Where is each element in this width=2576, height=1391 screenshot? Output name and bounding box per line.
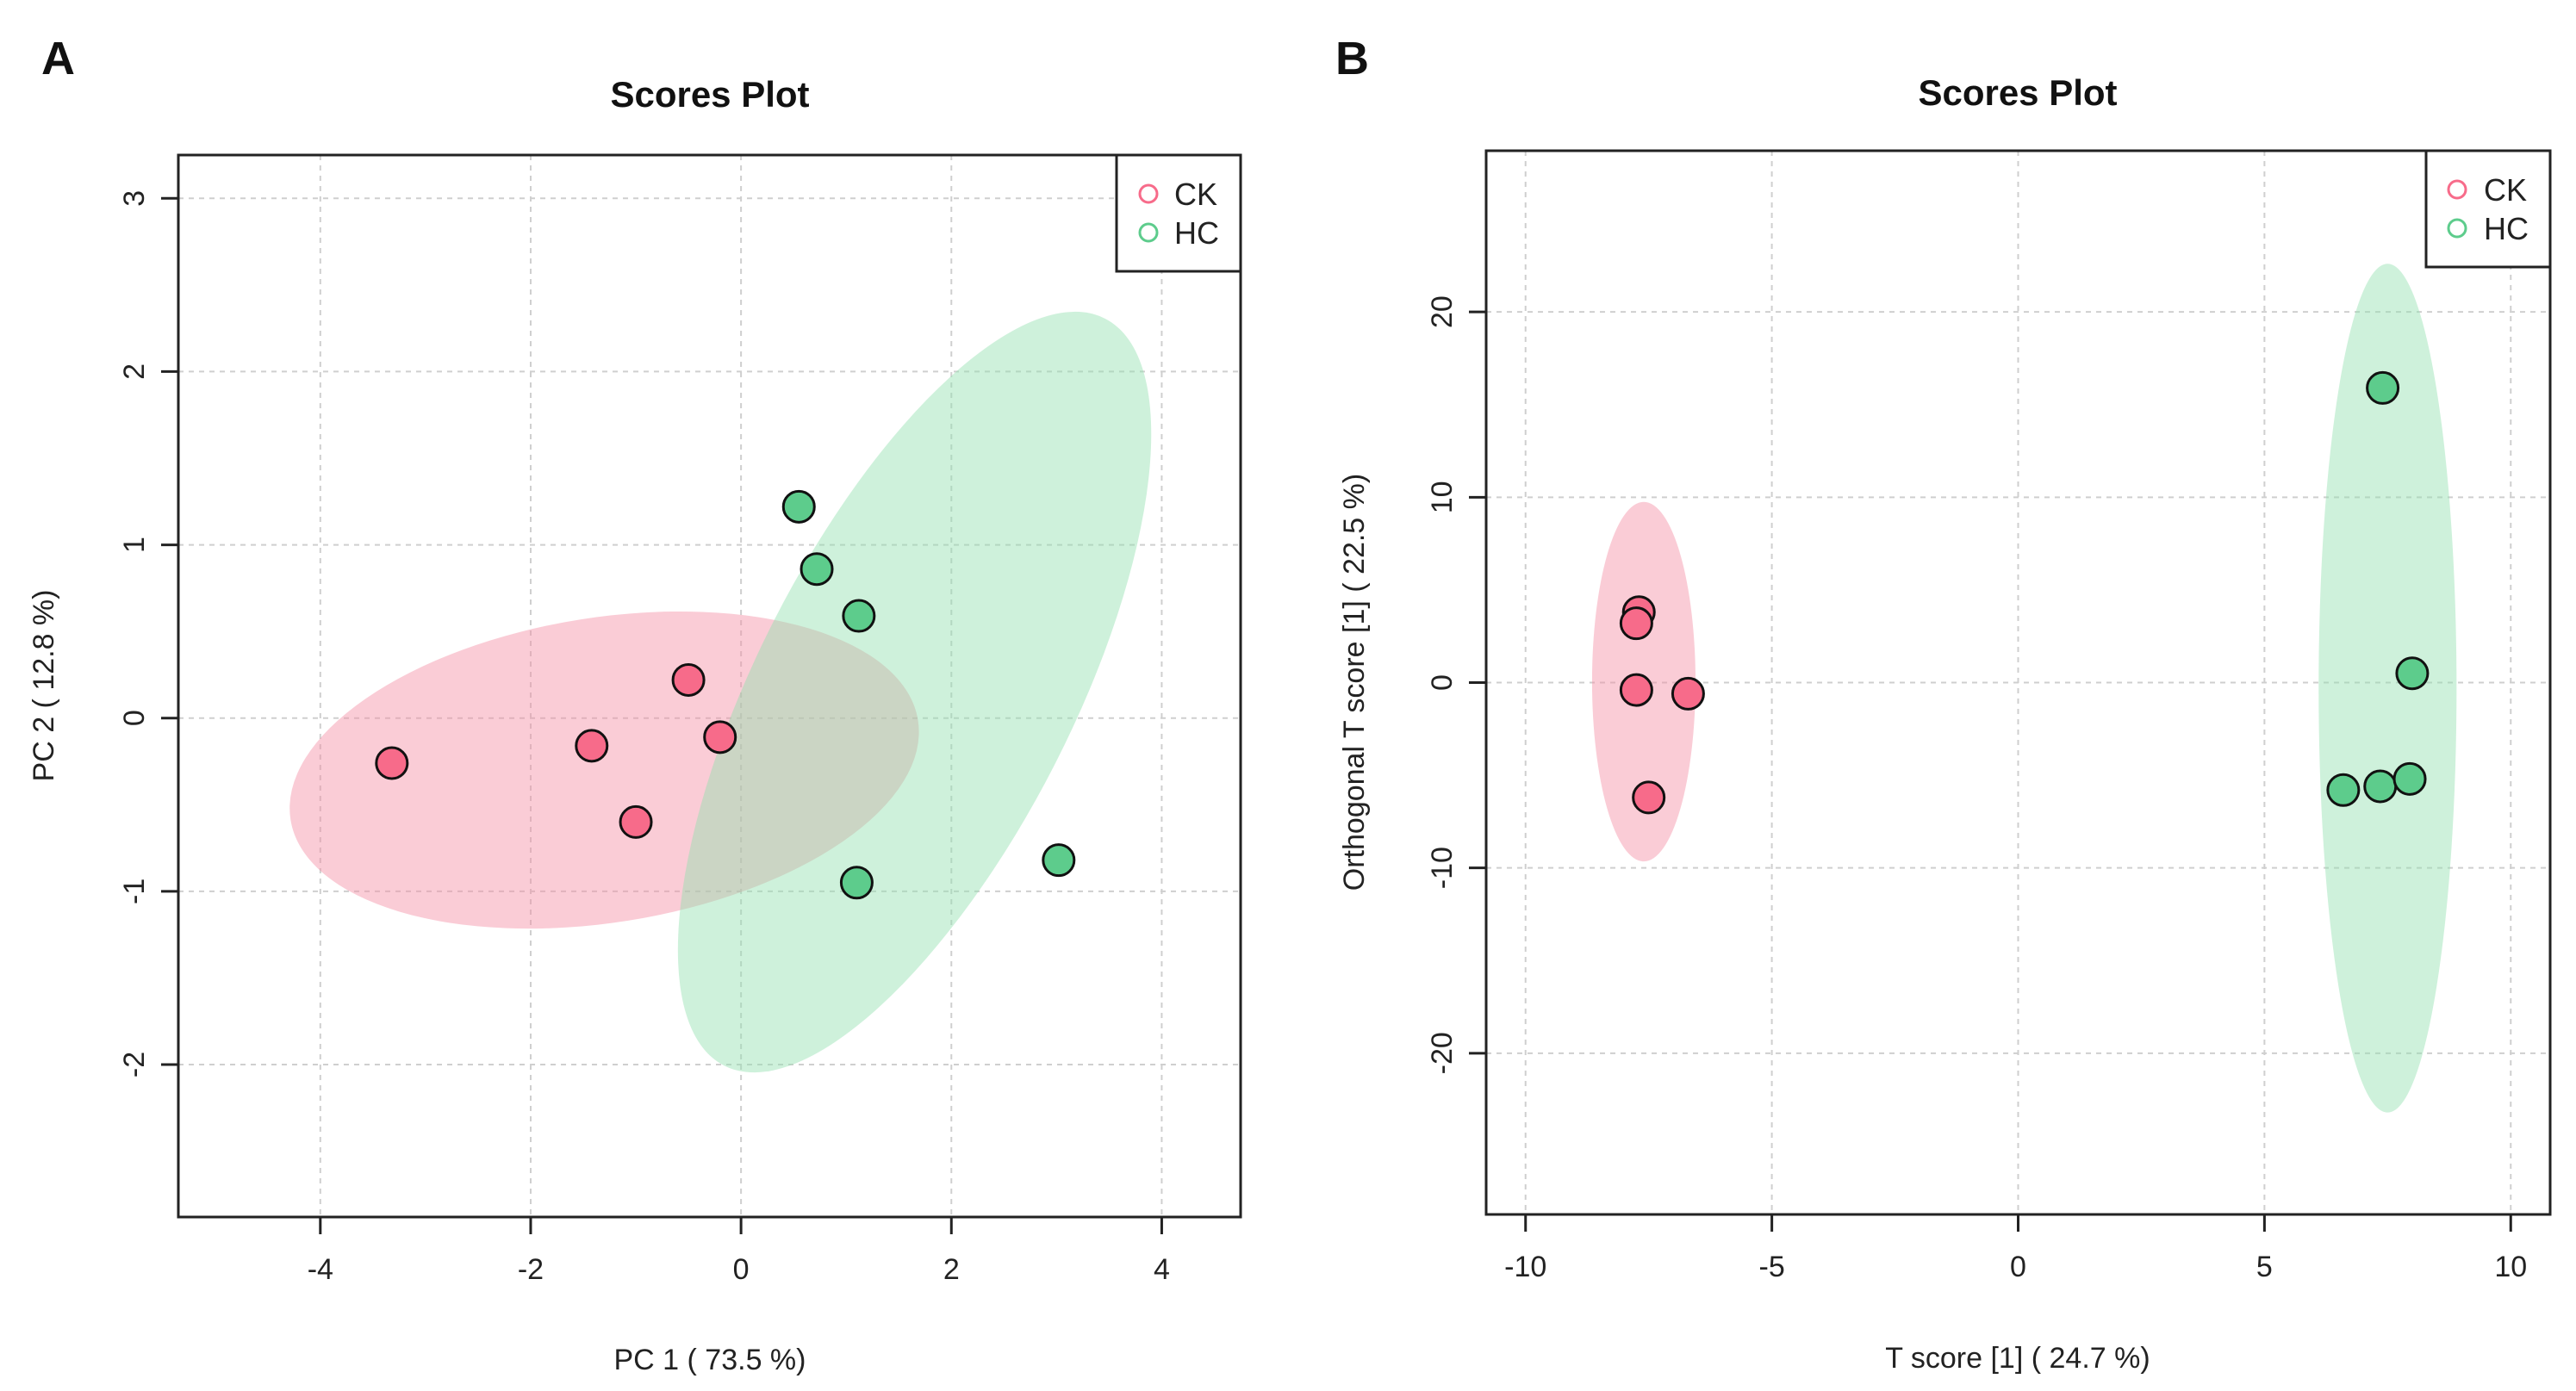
panel-a-x-tick-label: 2	[943, 1253, 960, 1286]
panel-b-legend-ck-label: CK	[2484, 172, 2527, 208]
panel-a-point-ck	[671, 662, 706, 697]
panel-b-x-tick-label: -5	[1759, 1251, 1785, 1283]
panel-a-point-ck	[619, 804, 653, 839]
panel-a-legend-box	[1115, 153, 1242, 273]
panel-a-y-tick-label: 2	[118, 363, 151, 380]
panel-b-legend-hc-label: HC	[2484, 211, 2529, 246]
panel-a-legend-hc-label: HC	[1174, 215, 1219, 251]
panel-b-point-hc	[2366, 370, 2400, 405]
panel-b-point-ck	[1619, 673, 1653, 707]
panel-b-legend: CK HC	[2424, 149, 2552, 269]
panel-a-y-tick-label: 1	[118, 537, 151, 553]
panel-b-x-tick-label: 5	[2256, 1251, 2273, 1283]
panel-a-point-ck	[703, 720, 737, 754]
panel-b-y-tick-label: 20	[1426, 295, 1459, 328]
panel-b-point-hc	[2392, 761, 2427, 796]
panel-b-point-hc	[2395, 656, 2430, 691]
panel-a-y-tick-label: -2	[118, 1052, 151, 1077]
panel-b-y-axis-label: Orthogonal T score [1] ( 22.5 %)	[1338, 474, 1371, 891]
panel-b-title: Scores Plot	[1918, 72, 2117, 113]
panel-a-grid	[178, 155, 1241, 1217]
panel-a-point-hc	[781, 489, 816, 524]
panel-a-point-ck	[375, 746, 409, 780]
panel-a-point-hc	[1042, 843, 1076, 878]
panel-b-x-axis-label: T score [1] ( 24.7 %)	[1885, 1342, 2150, 1375]
panel-b-grid	[1486, 151, 2550, 1214]
panel-b-point-ck	[1619, 606, 1653, 641]
panel-b-x-tick-label: 0	[2010, 1251, 2026, 1283]
panel-b-x-tick-label: 10	[2494, 1251, 2527, 1283]
panel-b-ellipse-hc	[2318, 264, 2457, 1113]
panel-b-legend-hc-marker	[2447, 218, 2467, 239]
panel-a-y-axis-label: PC 2 ( 12.8 %)	[28, 590, 60, 782]
panel-b-point-ck	[1671, 676, 1705, 711]
panel-b-legend-box	[2424, 149, 2552, 269]
panel-letter-a: A	[41, 33, 75, 84]
panel-a: A Scores Plot -4 -2 0 2 4 3 2 1 0 -1 -2 PC 1 ( 73.…	[28, 33, 1242, 1376]
panel-a-points	[375, 489, 1076, 900]
panel-a-x-tick-label: 0	[733, 1253, 750, 1286]
panel-a-x-tick-label: -2	[518, 1253, 544, 1286]
panel-b-y-tick-label: -10	[1426, 847, 1459, 889]
panel-b: B Scores Plot -10 -5 0 5 10 20 10 0 -10 -20 T sco…	[1335, 33, 2552, 1375]
panel-a-y-tick-label: 3	[118, 190, 151, 207]
panel-a-legend: CK HC	[1115, 153, 1242, 273]
panel-b-point-hc	[2326, 773, 2361, 807]
panel-b-y-tick-label: 0	[1426, 674, 1459, 691]
panel-a-point-hc	[842, 599, 876, 633]
panel-a-point-hc	[800, 552, 834, 587]
panel-b-points	[1619, 370, 2430, 815]
panel-b-legend-ck-marker	[2447, 179, 2467, 200]
panel-a-legend-ck-marker	[1138, 183, 1159, 204]
panel-a-ellipses	[289, 311, 1152, 1073]
panel-a-point-hc	[839, 866, 874, 900]
panel-a-x-axis-label: PC 1 ( 73.5 %)	[614, 1344, 806, 1376]
panel-a-legend-ck-label: CK	[1174, 177, 1217, 212]
panel-a-legend-hc-marker	[1138, 222, 1159, 243]
panel-b-y-tick-label: 10	[1426, 481, 1459, 513]
panel-letter-b: B	[1335, 33, 1369, 84]
panel-b-x-tick-label: -10	[1504, 1251, 1546, 1283]
panel-a-point-ck	[575, 729, 609, 763]
panel-b-point-hc	[2363, 769, 2398, 804]
panel-a-title: Scores Plot	[610, 74, 809, 115]
panel-a-ellipse-ck	[289, 611, 919, 929]
panel-a-ticks: -4 -2 0 2 4 3 2 1 0 -1 -2	[118, 190, 1170, 1286]
panel-a-x-tick-label: 4	[1154, 1253, 1170, 1286]
panel-b-point-ck	[1632, 780, 1666, 815]
panel-a-plot-frame	[177, 153, 1242, 1219]
panel-a-ellipse-hc	[677, 311, 1152, 1073]
panel-b-ticks: -10 -5 0 5 10 20 10 0 -10 -20	[1426, 295, 2527, 1283]
panel-a-y-tick-label: -1	[118, 879, 151, 904]
panel-a-y-tick-label: 0	[118, 710, 151, 726]
panel-b-y-tick-label: -20	[1426, 1032, 1459, 1074]
panel-a-x-tick-label: -4	[308, 1253, 333, 1286]
panel-b-ellipses	[1591, 264, 2457, 1113]
